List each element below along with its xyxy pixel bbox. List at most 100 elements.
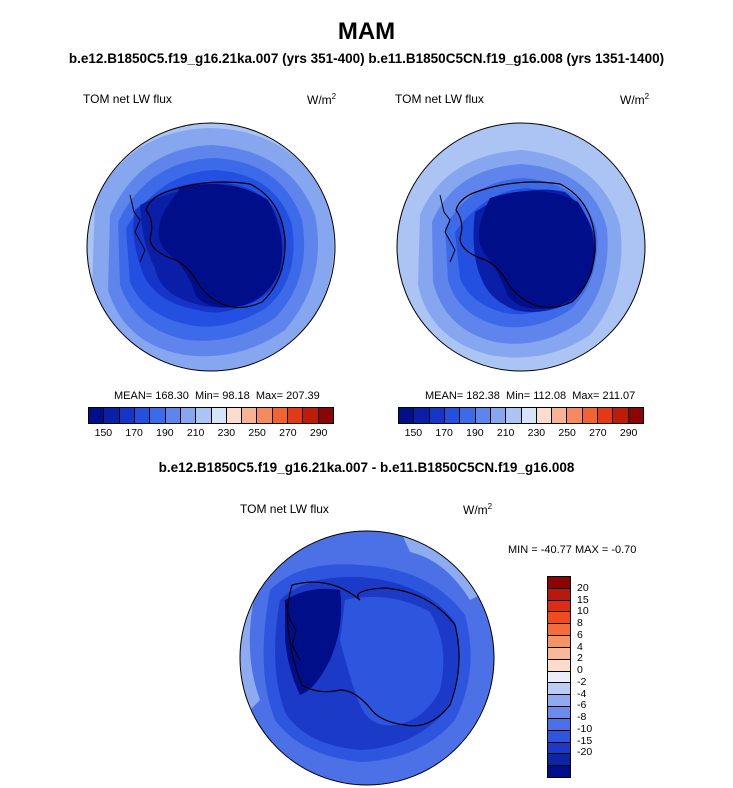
colorbar-swatch (613, 408, 629, 423)
colorbar-swatch (548, 624, 570, 637)
colorbar-swatch (548, 730, 570, 743)
left-colorbar (88, 407, 334, 424)
colorbar-swatch (548, 659, 570, 672)
right-panel-stats: MEAN= 182.38 Min= 112.08 Max= 211.07 (425, 390, 636, 402)
colorbar-swatch (521, 408, 537, 423)
colorbar-tick-label: -8 (577, 711, 587, 724)
colorbar-tick-label: -6 (577, 699, 587, 712)
colorbar-swatch (475, 408, 491, 423)
colorbar-tick-label: 290 (309, 427, 328, 439)
colorbar-swatch (257, 408, 273, 423)
colorbar-swatch (150, 408, 166, 423)
colorbar-swatch (548, 766, 570, 778)
colorbar-tick-label: -15 (577, 734, 593, 747)
right-panel-variable: TOM net LW flux (395, 92, 484, 106)
colorbar-tick-label: 2 (577, 652, 583, 665)
colorbar-tick-label: 250 (558, 427, 576, 439)
colorbar-swatch (303, 408, 319, 423)
colorbar-tick-label: 15 (577, 593, 589, 606)
diff-panel-units: W/m2 (463, 502, 493, 517)
diff-colorbar (547, 576, 571, 778)
colorbar-tick-label: 0 (577, 664, 583, 677)
left-panel-units: W/m2 (307, 92, 337, 107)
difference-title: b.e12.B1850C5.f19_g16.21ka.007 - b.e11.B… (158, 460, 575, 475)
colorbar-swatch (536, 408, 553, 423)
colorbar-swatch (548, 707, 570, 719)
colorbar-swatch (89, 408, 105, 423)
colorbar-tick-label: 270 (279, 427, 297, 439)
colorbar-tick-label: 150 (404, 427, 423, 439)
colorbar-swatch (548, 754, 570, 767)
colorbar-swatch (548, 636, 570, 648)
colorbar-swatch (272, 408, 289, 423)
colorbar-tick-label: 210 (496, 427, 515, 439)
colorbar-swatch (548, 671, 570, 684)
colorbar-tick-label: 150 (94, 427, 113, 439)
colorbar-swatch (628, 408, 643, 423)
colorbar-swatch (104, 408, 120, 423)
colorbar-swatch (318, 408, 333, 423)
colorbar-swatch (180, 408, 197, 423)
colorbar-tick-label: -20 (577, 746, 593, 759)
colorbar-tick-label: 4 (577, 640, 583, 653)
colorbar-swatch (548, 588, 570, 601)
colorbar-swatch (598, 408, 614, 423)
right-panel-units: W/m2 (620, 92, 650, 107)
colorbar-tick-label: 290 (619, 427, 638, 439)
diff-colorbar-ticks: 20 15 10 8 6 4 2 0 -2 -4 -6 -8 -10 -15 -20 (577, 576, 607, 776)
colorbar-tick-label: 8 (577, 617, 583, 630)
colorbar-tick-label: 250 (248, 427, 266, 439)
colorbar-tick-label: 170 (435, 427, 453, 439)
colorbar-tick-label: 10 (577, 605, 589, 618)
colorbar-swatch (414, 408, 430, 423)
colorbar-swatch (490, 408, 507, 423)
colorbar-swatch (548, 742, 570, 755)
colorbar-tick-label: -2 (577, 675, 587, 688)
colorbar-tick-label: 170 (125, 427, 143, 439)
left-panel-stats: MEAN= 168.30 Min= 98.18 Max= 207.39 (114, 390, 320, 402)
colorbar-swatch (119, 408, 135, 423)
figure-subtitle: b.e12.B1850C5.f19_g16.21ka.007 (yrs 351-… (68, 51, 665, 66)
colorbar-swatch (548, 612, 570, 625)
colorbar-tick-label: 270 (589, 427, 607, 439)
colorbar-swatch (165, 408, 181, 423)
colorbar-swatch (134, 408, 151, 423)
colorbar-tick-label: 6 (577, 628, 583, 641)
colorbar-tick-label: -10 (577, 722, 593, 735)
colorbar-swatch (211, 408, 227, 423)
colorbar-swatch (548, 647, 570, 660)
colorbar-swatch (548, 718, 570, 731)
colorbar-swatch (582, 408, 599, 423)
colorbar-tick-label: 190 (466, 427, 484, 439)
colorbar-tick-label: 20 (577, 581, 589, 594)
colorbar-swatch (288, 408, 304, 423)
colorbar-swatch (242, 408, 258, 423)
left-panel-variable: TOM net LW flux (83, 92, 172, 106)
colorbar-tick-label: 190 (156, 427, 174, 439)
colorbar-swatch (444, 408, 461, 423)
colorbar-swatch (548, 683, 570, 696)
figure-title: MAM (337, 18, 396, 45)
colorbar-swatch (548, 695, 570, 708)
colorbar-swatch (460, 408, 476, 423)
left-colorbar-ticks: 150 170 190 210 230 250 270 290 (88, 427, 334, 441)
colorbar-tick-label: 230 (527, 427, 546, 439)
diff-panel-variable: TOM net LW flux (240, 502, 329, 516)
colorbar-swatch (429, 408, 445, 423)
colorbar-tick-label: 210 (186, 427, 205, 439)
diff-minmax: MIN = -40.77 MAX = -0.70 (508, 544, 637, 556)
colorbar-swatch (506, 408, 522, 423)
right-colorbar-ticks: 150 170 190 210 230 250 270 290 (398, 427, 644, 441)
colorbar-swatch (399, 408, 415, 423)
colorbar-swatch (226, 408, 243, 423)
colorbar-tick-label: -4 (577, 687, 587, 700)
colorbar-tick-label: 230 (217, 427, 236, 439)
colorbar-swatch (567, 408, 583, 423)
colorbar-swatch (548, 577, 570, 589)
right-colorbar (398, 407, 644, 424)
colorbar-swatch (548, 600, 570, 613)
colorbar-swatch (196, 408, 212, 423)
